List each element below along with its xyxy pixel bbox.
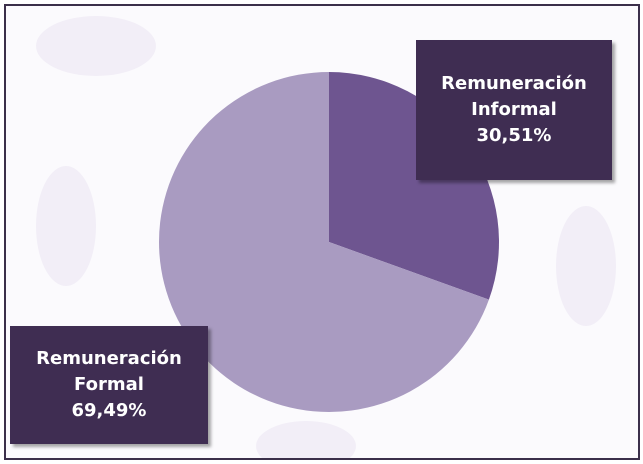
decoration (36, 16, 616, 458)
value-label: 30,51% (476, 125, 552, 146)
pie-chart (36, 16, 616, 458)
pie-slice (329, 72, 499, 300)
category-label: Remuneración Informal (441, 73, 587, 120)
slice-label: Remuneración Informal 30,51% (416, 40, 612, 180)
chart-frame: Remuneración Informal 30,51% Remuneració… (4, 4, 640, 460)
pie-slice (159, 72, 489, 412)
category-label: Remuneración Formal (36, 348, 182, 395)
slice-label: Remuneración Formal 69,49% (10, 326, 208, 444)
value-label: 69,49% (71, 400, 147, 421)
